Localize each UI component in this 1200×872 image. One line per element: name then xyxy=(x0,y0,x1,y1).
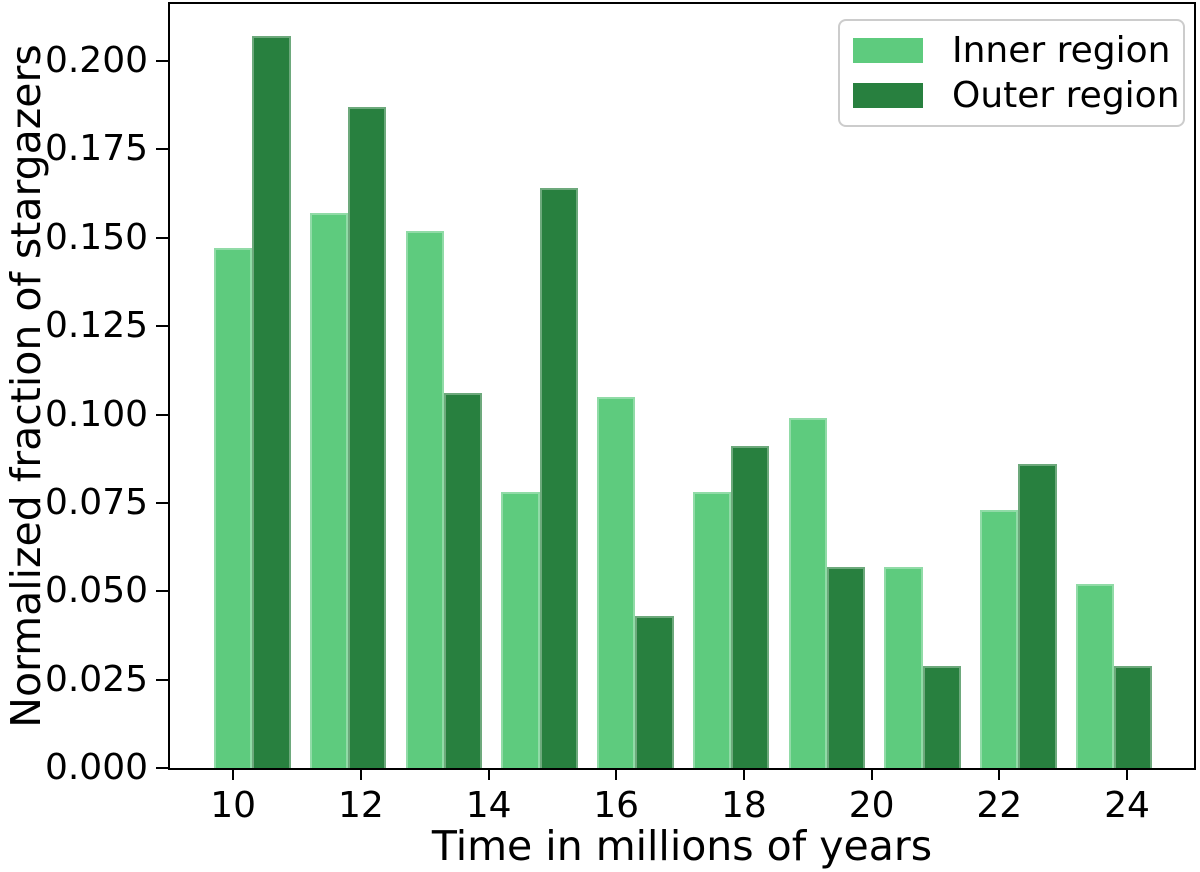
y-tick-label: 0.025 xyxy=(44,658,148,700)
x-tick-mark xyxy=(998,768,1001,780)
x-tick-mark xyxy=(742,768,745,780)
y-tick-mark xyxy=(156,501,168,504)
y-tick-label: 0.000 xyxy=(44,747,148,788)
x-tick-mark xyxy=(870,768,873,780)
bar-outer-region xyxy=(826,566,866,768)
legend-swatch-inner-region xyxy=(853,38,923,63)
bar-inner-region xyxy=(214,248,253,768)
y-tick-mark xyxy=(156,59,168,62)
legend-label: Inner region xyxy=(952,29,1171,71)
bar-inner-region xyxy=(597,396,636,768)
bar-outer-region xyxy=(539,188,578,768)
x-tick-mark xyxy=(487,768,490,780)
x-tick-label: 20 xyxy=(848,785,895,826)
x-tick-label: 24 xyxy=(1104,785,1150,826)
legend-label: Outer region xyxy=(952,74,1180,116)
bar-outer-region xyxy=(922,665,961,768)
y-tick-label: 0.150 xyxy=(44,216,148,258)
bar-outer-region xyxy=(443,393,483,768)
y-tick-mark xyxy=(156,236,168,239)
bar-outer-region xyxy=(348,106,387,768)
bar-inner-region xyxy=(884,566,923,768)
x-tick-label: 22 xyxy=(976,785,1023,826)
bar-inner-region xyxy=(309,212,349,768)
x-axis-label: Time in millions of years xyxy=(431,822,933,870)
bar-inner-region xyxy=(980,509,1019,768)
x-tick-mark xyxy=(359,768,362,780)
y-tick-label: 0.200 xyxy=(44,39,148,81)
y-tick-label: 0.100 xyxy=(44,393,148,435)
y-tick-mark xyxy=(156,325,168,328)
x-tick-mark xyxy=(1126,768,1128,780)
legend: Inner region Outer region xyxy=(838,19,1185,127)
bar-inner-region xyxy=(405,230,444,768)
bar-inner-region xyxy=(1075,584,1115,768)
bar-outer-region xyxy=(1018,464,1057,768)
bar-outer-region xyxy=(1114,665,1153,768)
y-tick-label: 0.125 xyxy=(44,305,148,347)
bar-outer-region xyxy=(731,446,770,768)
y-tick-mark xyxy=(156,413,168,416)
legend-item-inner-region: Inner region xyxy=(853,29,1173,71)
y-tick-mark xyxy=(156,678,168,681)
y-tick-label: 0.050 xyxy=(44,570,148,612)
y-tick-mark xyxy=(156,767,168,769)
y-tick-mark xyxy=(156,148,168,151)
y-axis-label: Normalized fraction of stargazers xyxy=(2,44,50,728)
bar-inner-region xyxy=(788,418,827,768)
x-tick-mark xyxy=(615,768,618,780)
x-tick-label: 16 xyxy=(593,785,640,826)
x-tick-label: 18 xyxy=(720,785,767,826)
bar-outer-region xyxy=(252,36,291,768)
bar-outer-region xyxy=(635,616,674,768)
x-tick-label: 14 xyxy=(465,785,512,826)
bar-inner-region xyxy=(501,492,540,768)
y-tick-label: 0.175 xyxy=(44,128,148,170)
y-tick-label: 0.075 xyxy=(44,481,148,523)
legend-swatch-outer-region xyxy=(853,83,923,108)
y-tick-mark xyxy=(156,590,168,593)
x-tick-mark xyxy=(232,768,235,780)
legend-item-outer-region: Outer region xyxy=(853,75,1180,116)
bar-inner-region xyxy=(692,492,732,768)
x-tick-label: 12 xyxy=(337,785,384,826)
x-tick-label: 10 xyxy=(210,785,257,826)
